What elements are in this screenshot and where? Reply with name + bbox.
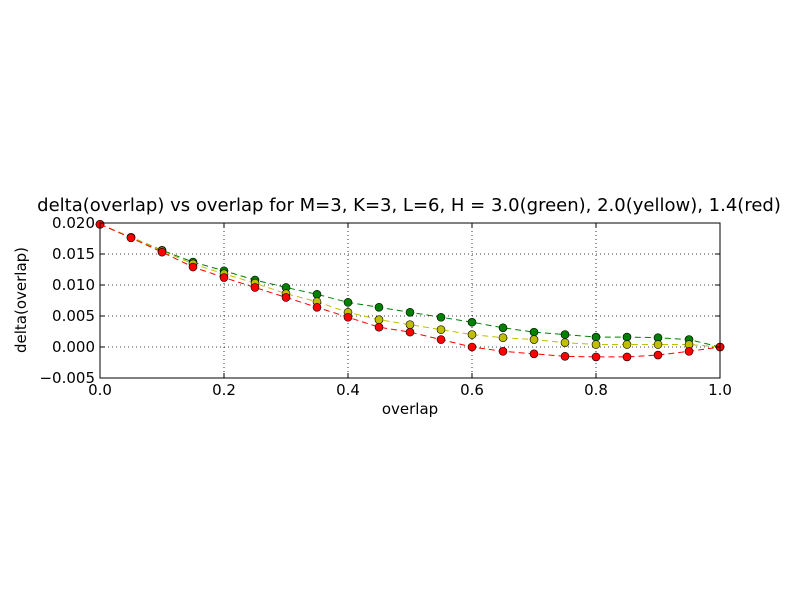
y-tick-label: 0.005 (52, 307, 95, 325)
data-point (157, 247, 167, 257)
y-axis-label: delta(overlap) (12, 247, 30, 353)
series-3 (95, 219, 725, 362)
plot-frame (99, 222, 721, 379)
x-ticks: 0.0 0.2 0.4 0.6 0.8 1.0 (88, 223, 732, 399)
x-tick-label: 0.0 (88, 381, 112, 399)
series-line (99, 223, 721, 358)
data-point (405, 320, 415, 329)
y-ticks: −0.005 0.000 0.005 0.010 0.015 0.020 (39, 214, 720, 387)
data-point (653, 340, 663, 349)
data-point (529, 335, 539, 344)
data-point (529, 327, 539, 337)
data-point (219, 273, 229, 282)
data-point (126, 233, 136, 243)
data-point (560, 338, 570, 347)
data-point (467, 330, 477, 339)
data-point (374, 303, 384, 312)
data-point (343, 312, 353, 322)
y-tick-label: −0.005 (39, 369, 95, 387)
data-point (250, 283, 260, 292)
data-point (374, 315, 384, 325)
data-point (684, 347, 694, 356)
data-point (312, 289, 322, 299)
data-point (281, 293, 291, 302)
data-point (436, 325, 446, 334)
x-tick-label: 0.6 (460, 381, 484, 399)
data-point (498, 333, 508, 343)
data-point (467, 342, 477, 352)
data-point (498, 323, 508, 333)
data-point (188, 262, 198, 272)
data-point (436, 335, 446, 344)
data-point (591, 352, 601, 362)
data-point (529, 349, 539, 359)
data-point (622, 340, 632, 349)
data-point (374, 322, 384, 332)
data-point (653, 350, 663, 360)
series-line (99, 223, 721, 348)
chart-title: delta(overlap) vs overlap for M=3, K=3, … (37, 195, 781, 216)
data-point (560, 351, 570, 361)
y-tick-label: 0.020 (52, 214, 95, 232)
data-point (405, 327, 415, 337)
y-tick-label: 0.010 (52, 276, 95, 294)
x-tick-label: 1.0 (708, 381, 732, 399)
data-point (560, 330, 570, 339)
x-tick-label: 0.2 (212, 381, 236, 399)
x-tick-label: 0.4 (336, 381, 360, 399)
data-point (467, 317, 477, 327)
grid (100, 223, 720, 378)
data-point (343, 298, 353, 307)
data-point (405, 307, 415, 317)
data-point (591, 340, 601, 349)
y-tick-label: 0.015 (52, 245, 95, 263)
series-group (95, 219, 725, 362)
data-point (312, 303, 322, 312)
x-tick-label: 0.8 (584, 381, 608, 399)
data-point (436, 312, 446, 322)
y-tick-label: 0.000 (52, 338, 95, 356)
data-point (622, 352, 632, 362)
x-axis-label: overlap (382, 400, 438, 418)
data-point (622, 332, 632, 342)
data-point (591, 332, 601, 342)
data-point (498, 347, 508, 356)
